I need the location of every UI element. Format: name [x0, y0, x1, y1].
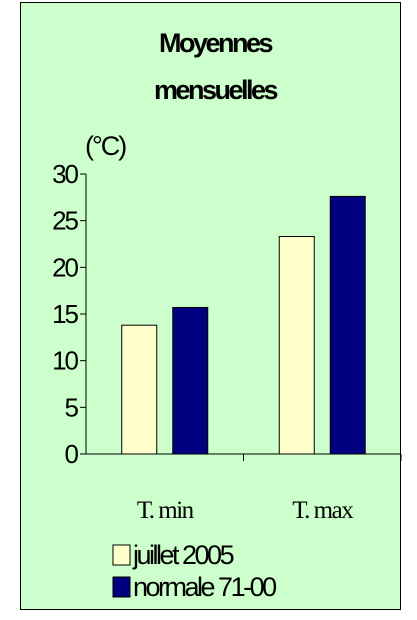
bar: [121, 324, 158, 455]
legend-label: normale 71-00: [133, 572, 276, 602]
legend-swatch: [112, 576, 131, 598]
plot-area: 0 5 10 15 20 25 30 T. min T. max: [52, 159, 402, 524]
y-tick-label: 5: [65, 392, 79, 422]
x-tick-label: T. max: [292, 497, 354, 524]
bar: [329, 195, 366, 455]
bar: [172, 306, 209, 455]
bar-chart: Moyennes mensuelles (°C) 0 5 10 15 20 25 30 T. …: [52, 28, 402, 602]
chart-title-line-1: Moyennes: [159, 28, 273, 58]
chart-frame: Moyennes mensuelles (°C) 0 5 10 15 20 25 30 T. …: [20, 2, 402, 610]
y-tick-label: 20: [52, 252, 78, 282]
y-tick-label: 0: [65, 439, 79, 469]
y-axis-unit-label: (°C): [85, 131, 126, 161]
y-tick-label: 15: [52, 299, 78, 329]
y-tick-label: 30: [52, 159, 78, 189]
bar: [278, 236, 315, 455]
x-tick-label: T. min: [137, 497, 195, 524]
legend-swatch: [112, 544, 131, 566]
chart-title-line-2: mensuelles: [154, 75, 278, 105]
y-tick-label: 25: [52, 206, 78, 236]
legend-label: juillet 2005: [132, 540, 234, 570]
y-tick-label: 10: [52, 346, 78, 376]
